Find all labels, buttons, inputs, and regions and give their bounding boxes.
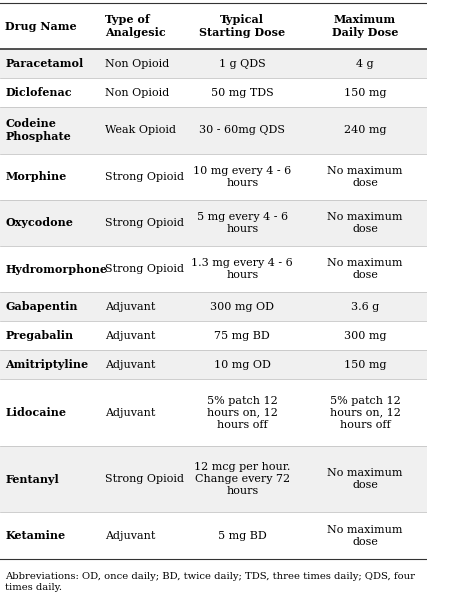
Text: Diclofenac: Diclofenac	[5, 88, 72, 98]
Text: 5 mg BD: 5 mg BD	[218, 531, 267, 541]
Text: Type of
Analgesic: Type of Analgesic	[105, 14, 166, 38]
Text: 50 mg TDS: 50 mg TDS	[211, 88, 273, 98]
Text: Strong Opioid: Strong Opioid	[105, 218, 184, 228]
Text: Pregabalin: Pregabalin	[5, 330, 73, 341]
Text: No maximum
dose: No maximum dose	[327, 468, 403, 490]
Text: Strong Opioid: Strong Opioid	[105, 474, 184, 484]
Bar	[0, 559, 427, 605]
Bar	[0, 446, 427, 513]
Bar	[0, 292, 427, 322]
Text: 12 mcg per hour.
Change every 72
hours: 12 mcg per hour. Change every 72 hours	[194, 462, 291, 496]
Text: Hydromorphone: Hydromorphone	[5, 264, 107, 275]
Text: Adjuvant: Adjuvant	[105, 331, 156, 341]
Text: 30 - 60mg QDS: 30 - 60mg QDS	[199, 125, 285, 136]
Text: 5 mg every 4 - 6
hours: 5 mg every 4 - 6 hours	[197, 212, 288, 234]
Text: 1.3 mg every 4 - 6
hours: 1.3 mg every 4 - 6 hours	[191, 258, 293, 280]
Text: 5% patch 12
hours on, 12
hours off: 5% patch 12 hours on, 12 hours off	[207, 396, 278, 429]
Text: 300 mg OD: 300 mg OD	[210, 302, 274, 312]
Text: No maximum
dose: No maximum dose	[327, 525, 403, 547]
Bar	[0, 322, 427, 350]
Text: Gabapentin: Gabapentin	[5, 302, 78, 313]
Text: Strong Opioid: Strong Opioid	[105, 264, 184, 274]
Bar	[0, 379, 427, 446]
Text: Ketamine: Ketamine	[5, 530, 65, 541]
Text: Adjuvant: Adjuvant	[105, 360, 156, 370]
Text: 4 g: 4 g	[356, 59, 374, 69]
Text: Paracetamol: Paracetamol	[5, 58, 83, 69]
Bar	[0, 107, 427, 153]
Text: Drug Name: Drug Name	[5, 21, 77, 32]
Text: Adjuvant: Adjuvant	[105, 531, 156, 541]
Text: 300 mg: 300 mg	[344, 331, 386, 341]
Text: 1 g QDS: 1 g QDS	[219, 59, 265, 69]
Bar	[0, 3, 427, 49]
Text: No maximum
dose: No maximum dose	[327, 258, 403, 280]
Bar	[0, 350, 427, 379]
Text: Lidocaine: Lidocaine	[5, 407, 66, 418]
Text: Abbreviations: OD, once daily; BD, twice daily; TDS, three times daily; QDS, fou: Abbreviations: OD, once daily; BD, twice…	[5, 572, 415, 592]
Text: Amitriptyline: Amitriptyline	[5, 359, 88, 370]
Bar	[0, 49, 427, 78]
Bar	[0, 200, 427, 246]
Text: 240 mg: 240 mg	[344, 125, 386, 136]
Text: 5% patch 12
hours on, 12
hours off: 5% patch 12 hours on, 12 hours off	[329, 396, 401, 429]
Text: Maximum
Daily Dose: Maximum Daily Dose	[332, 14, 398, 38]
Bar	[0, 153, 427, 200]
Text: Strong Opioid: Strong Opioid	[105, 171, 184, 182]
Text: 150 mg: 150 mg	[344, 88, 386, 98]
Text: Non Opioid: Non Opioid	[105, 88, 170, 98]
Text: Typical
Starting Dose: Typical Starting Dose	[199, 14, 285, 38]
Text: Non Opioid: Non Opioid	[105, 59, 170, 69]
Bar	[0, 246, 427, 292]
Text: Morphine: Morphine	[5, 171, 66, 182]
Text: Fentanyl: Fentanyl	[5, 474, 59, 485]
Text: No maximum
dose: No maximum dose	[327, 212, 403, 234]
Text: 75 mg BD: 75 mg BD	[214, 331, 270, 341]
Text: Weak Opioid: Weak Opioid	[105, 125, 176, 136]
Text: 10 mg every 4 - 6
hours: 10 mg every 4 - 6 hours	[193, 165, 292, 188]
Text: Codeine
Phosphate: Codeine Phosphate	[5, 118, 71, 142]
Text: No maximum
dose: No maximum dose	[327, 165, 403, 188]
Text: Adjuvant: Adjuvant	[105, 302, 156, 312]
Text: Adjuvant: Adjuvant	[105, 407, 156, 418]
Text: 150 mg: 150 mg	[344, 360, 386, 370]
Bar	[0, 78, 427, 107]
Text: Oxycodone: Oxycodone	[5, 218, 73, 229]
Text: 10 mg OD: 10 mg OD	[214, 360, 271, 370]
Bar	[0, 513, 427, 559]
Text: 3.6 g: 3.6 g	[351, 302, 379, 312]
